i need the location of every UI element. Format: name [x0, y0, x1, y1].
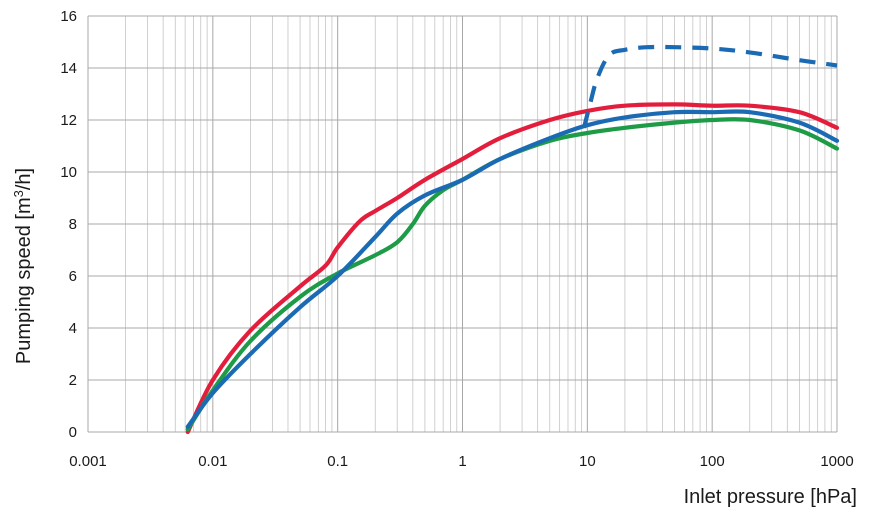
- y-tick-label: 0: [69, 424, 77, 441]
- y-tick-label: 12: [60, 112, 77, 129]
- series-line-2: [185, 117, 840, 432]
- x-tick-label: 1: [458, 453, 466, 470]
- y-axis-title-tail: /h]: [13, 168, 35, 190]
- y-axis-tick-labels: 0 2 4 6 8 10 12 14 16: [60, 8, 77, 441]
- series-line-4: [581, 44, 838, 129]
- x-tick-label: 10: [579, 453, 596, 470]
- series-line-1: [185, 102, 840, 435]
- x-tick-label: 0.1: [327, 453, 348, 470]
- series-line-3: [185, 109, 840, 429]
- y-axis-title-main: Pumping speed [m: [13, 197, 35, 364]
- x-tick-label: 0.01: [198, 453, 227, 470]
- x-tick-label: 1000: [820, 453, 853, 470]
- x-tick-label: 100: [700, 453, 725, 470]
- y-tick-label: 2: [69, 372, 77, 389]
- y-axis-title-sup: 3: [11, 190, 26, 197]
- grid-lines: [87, 15, 838, 433]
- x-axis-title: Inlet pressure [hPa]: [684, 486, 857, 508]
- series-lines: [185, 44, 840, 435]
- y-axis-title: Pumping speed [m3/h]: [11, 168, 35, 364]
- y-tick-label: 16: [60, 8, 77, 25]
- y-tick-label: 6: [69, 268, 77, 285]
- y-tick-label: 4: [69, 320, 77, 337]
- x-axis-tick-labels: 0.001 0.01 0.1 1 10 100 1000: [69, 453, 853, 470]
- y-tick-label: 14: [60, 60, 77, 77]
- x-tick-label: 0.001: [69, 453, 107, 470]
- y-tick-label: 10: [60, 164, 77, 181]
- y-tick-label: 8: [69, 216, 77, 233]
